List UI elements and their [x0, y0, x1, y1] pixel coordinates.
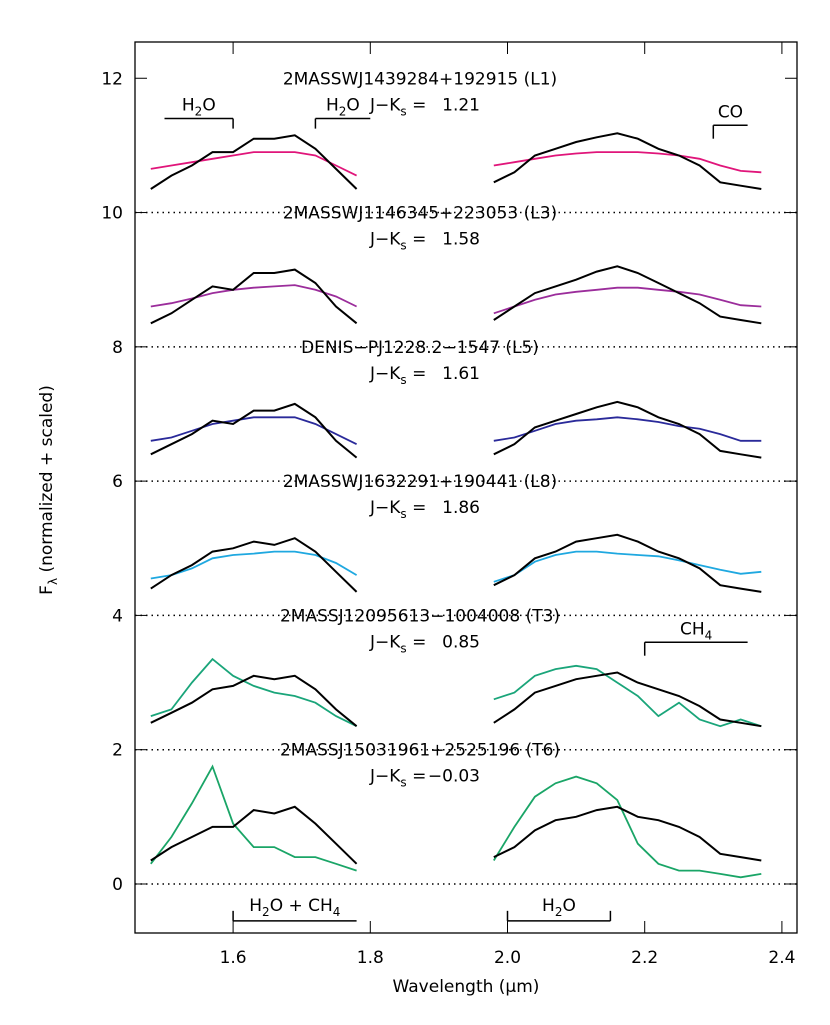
- color-label-sub: s: [400, 507, 406, 521]
- observed-spectrum: [150, 671, 762, 728]
- y-tick-label: 10: [101, 204, 123, 224]
- feature-label: CO: [718, 102, 743, 122]
- model-spectrum: [150, 416, 762, 446]
- color-label-sub: s: [400, 373, 406, 387]
- observed-spectrum: [150, 533, 762, 593]
- y-tick-label: 2: [112, 741, 123, 761]
- y-tick-label: 4: [112, 606, 123, 626]
- color-label-eq: =: [407, 230, 427, 250]
- y-tick-label: 6: [112, 472, 123, 492]
- color-label-main: J−K: [369, 95, 401, 115]
- y-label-main: F: [37, 585, 57, 595]
- spectrum-title: 2MASSJ12095613−1004008 (T3): [280, 606, 560, 626]
- y-label-tail: (normalized + scaled): [37, 385, 57, 578]
- color-value: −0.03: [428, 767, 480, 787]
- x-tick-label: 2.0: [494, 948, 521, 968]
- feature-label-part: O: [346, 96, 359, 116]
- feature-label-part: O + CH: [270, 896, 333, 916]
- feature-label-part: O: [562, 896, 575, 916]
- color-label-main: J−K: [369, 230, 401, 250]
- x-axis-label: Wavelength (μm): [393, 977, 540, 997]
- feature-label: CH4: [680, 619, 712, 642]
- x-tick-label: 2.2: [631, 948, 658, 968]
- spectrum-title: 2MASSWJ1439284+192915 (L1): [283, 69, 557, 89]
- color-label: J−Ks =: [369, 364, 426, 387]
- feature-label-part: H: [182, 96, 195, 116]
- color-label-sub: s: [400, 104, 406, 118]
- color-label-main: J−K: [369, 632, 401, 652]
- spectrum-title: 2MASSWJ1146345+223053 (L3): [283, 204, 557, 224]
- color-label-eq: =: [407, 632, 427, 652]
- color-label-main: J−K: [369, 767, 401, 787]
- model-spectrum: [150, 657, 762, 728]
- feature-label-part: O: [202, 96, 215, 116]
- feature-label-part: 4: [705, 628, 713, 642]
- observed-spectrum: [150, 132, 762, 190]
- color-label: J−Ks =: [369, 632, 426, 655]
- color-value: 1.61: [442, 364, 480, 384]
- color-value: 1.58: [442, 230, 480, 250]
- feature-label-part: 2: [262, 905, 270, 919]
- feature-label-part: 2: [339, 105, 347, 119]
- x-tick-label: 1.8: [357, 948, 384, 968]
- color-value: 0.85: [442, 632, 480, 652]
- color-label-sub: s: [400, 641, 406, 655]
- color-label: J−Ks =: [369, 95, 426, 118]
- x-tick-label: 1.6: [220, 948, 247, 968]
- model-spectrum: [150, 151, 762, 177]
- color-label-eq: =: [407, 767, 427, 787]
- observed-spectrum: [150, 265, 762, 325]
- y-tick-label: 8: [112, 338, 123, 358]
- feature-label: H2O: [182, 96, 216, 119]
- color-label-sub: s: [400, 776, 406, 790]
- model-spectrum: [150, 764, 762, 879]
- observed-spectrum: [150, 805, 762, 865]
- x-tick-label: 2.4: [768, 948, 795, 968]
- feature-label: H2O: [326, 96, 360, 119]
- feature-label: H2O + CH4: [249, 896, 340, 919]
- feature-label-part: 2: [555, 905, 563, 919]
- color-label-main: J−K: [369, 364, 401, 384]
- color-label-sub: s: [400, 239, 406, 253]
- color-value: 1.86: [442, 498, 480, 518]
- feature-label-part: CO: [718, 102, 743, 122]
- spectrum-title: 2MASSJ15031961+2525196 (T6): [280, 741, 560, 761]
- feature-label-part: 4: [333, 905, 341, 919]
- feature-label-part: CH: [680, 619, 705, 639]
- y-tick-label: 12: [101, 69, 123, 89]
- y-label-sub: λ: [46, 578, 60, 585]
- observed-spectrum: [150, 400, 762, 459]
- feature-label-part: H: [249, 896, 262, 916]
- color-label: J−Ks =: [369, 498, 426, 521]
- plot-frame: [134, 41, 798, 934]
- spectrum-title: 2MASSWJ1632291+190441 (L8): [283, 472, 557, 492]
- y-tick-label: 0: [112, 875, 123, 895]
- color-label-eq: =: [407, 364, 427, 384]
- color-value: 1.21: [442, 95, 480, 115]
- feature-label-part: 2: [195, 105, 203, 119]
- feature-label-part: H: [326, 96, 339, 116]
- color-label-main: J−K: [369, 498, 401, 518]
- feature-label: H2O: [542, 896, 576, 919]
- feature-label-part: H: [542, 896, 555, 916]
- color-label-eq: =: [407, 95, 427, 115]
- color-label: J−Ks =: [369, 767, 426, 790]
- y-axis-label: Fλ (normalized + scaled): [37, 385, 60, 595]
- spectrum-title: DENIS−PJ1228.2−1547 (L5): [301, 338, 539, 358]
- color-label: J−Ks =: [369, 230, 426, 253]
- color-label-eq: =: [407, 498, 427, 518]
